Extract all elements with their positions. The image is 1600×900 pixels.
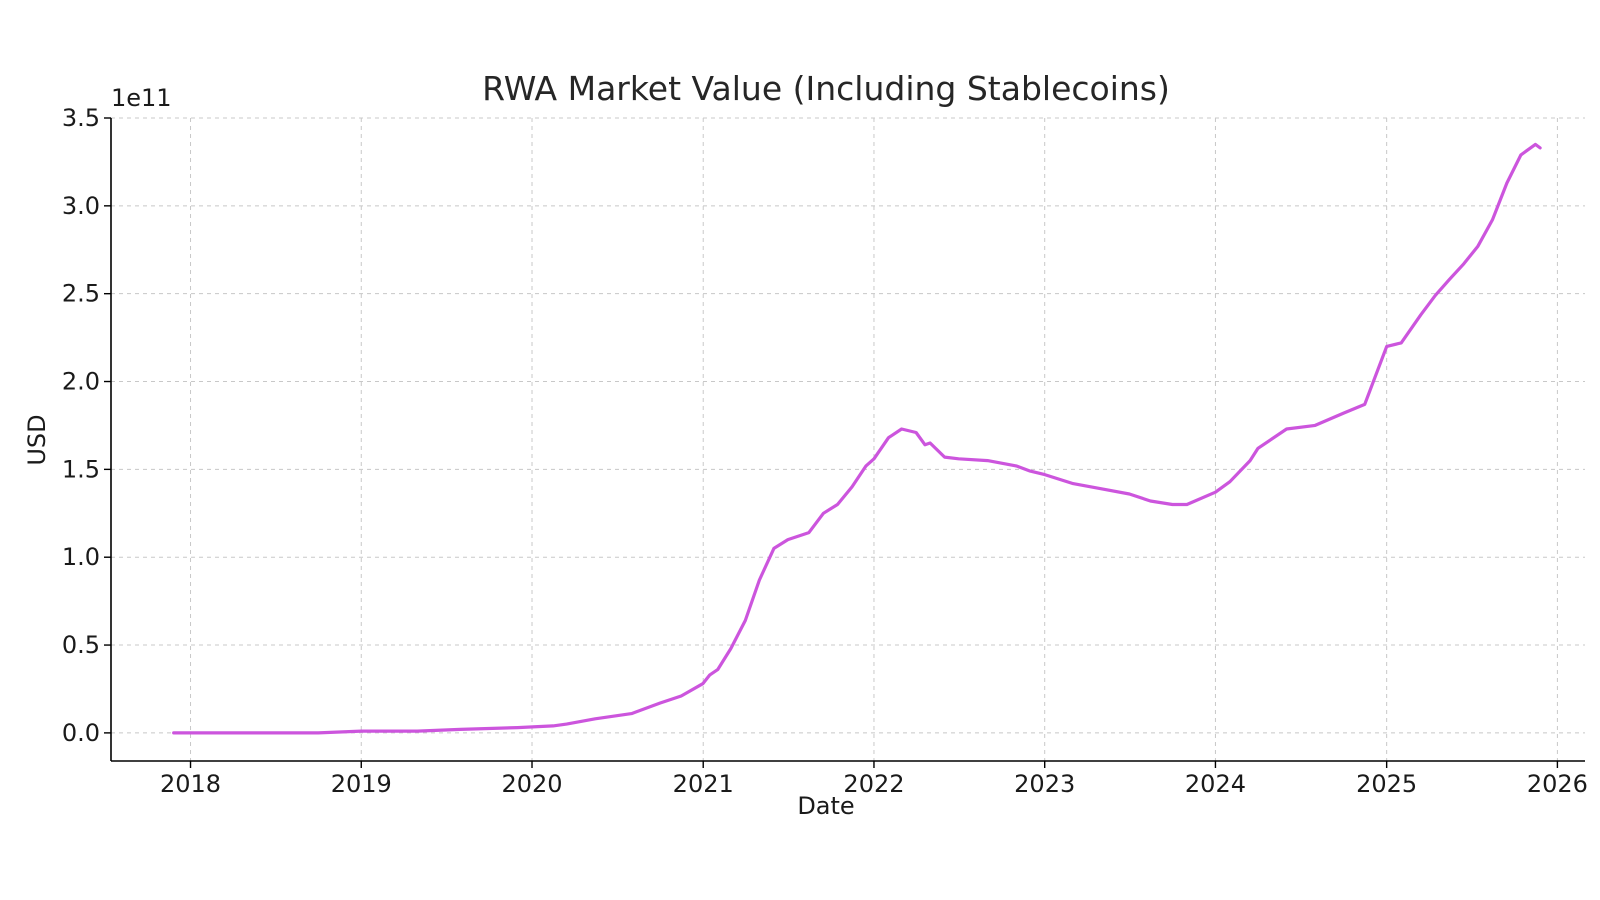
y-axis-label: USD — [23, 414, 51, 465]
chart-title: RWA Market Value (Including Stablecoins) — [482, 69, 1170, 108]
x-tick-label: 2019 — [331, 770, 392, 798]
x-tick-label: 2018 — [160, 770, 221, 798]
series-line — [172, 142, 1542, 735]
series — [172, 142, 1542, 735]
y-tick-label: 2.0 — [62, 368, 100, 396]
y-tick-label: 0.5 — [62, 631, 100, 659]
x-tick-label: 2025 — [1356, 770, 1417, 798]
y-tick-label: 3.0 — [62, 192, 100, 220]
y-tick-label: 1.0 — [62, 543, 100, 571]
x-axis-label: Date — [797, 792, 854, 820]
x-tick-label: 2022 — [843, 770, 904, 798]
grid — [111, 117, 1585, 761]
x-tick-label: 2020 — [501, 770, 562, 798]
x-tick-label: 2024 — [1185, 770, 1246, 798]
y-tick-label: 3.5 — [62, 104, 100, 132]
y-axis-offset-label: 1e11 — [111, 84, 172, 112]
y-tick-label: 2.5 — [62, 280, 100, 308]
y-tick-label: 1.5 — [62, 455, 100, 483]
x-tick-label: 2023 — [1014, 770, 1075, 798]
x-tick-label: 2021 — [673, 770, 734, 798]
axes — [110, 118, 1585, 762]
y-tick-label: 0.0 — [62, 719, 100, 747]
ticks: 2018 2019 2020 2021 2022 2023 2024 2025 2026 0.0 0… — [62, 104, 1588, 798]
x-tick-label: 2026 — [1527, 770, 1588, 798]
